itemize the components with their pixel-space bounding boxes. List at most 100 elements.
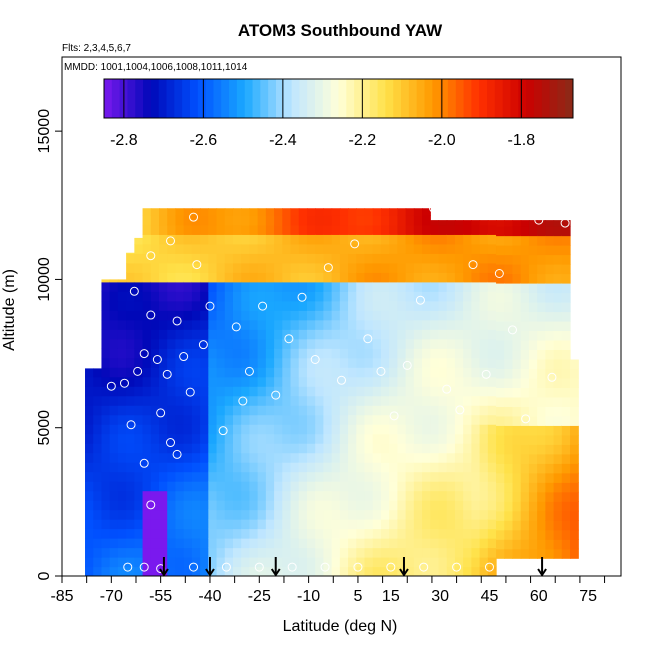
colorbar-swatch — [275, 79, 285, 118]
heatmap-cell — [446, 557, 456, 568]
observation-point — [192, 260, 202, 270]
heatmap-cell — [282, 386, 292, 397]
colorbar-swatch — [252, 79, 261, 118]
heatmap-cell — [323, 243, 333, 254]
heatmap-cell — [339, 462, 349, 473]
heatmap-cell — [315, 433, 325, 444]
heatmap-cell — [85, 528, 94, 539]
heatmap-cell — [422, 300, 431, 311]
heatmap-cell — [175, 500, 185, 511]
heatmap-cell — [126, 433, 135, 444]
heatmap-cell — [208, 538, 218, 549]
heatmap-cell — [323, 386, 333, 397]
heatmap-cell — [454, 414, 464, 425]
heatmap-cell — [117, 528, 127, 539]
heatmap-cell — [528, 396, 538, 407]
heatmap-cell — [134, 386, 144, 397]
heatmap-cell — [430, 281, 440, 292]
heatmap-cell — [265, 215, 275, 226]
heatmap-cell — [479, 490, 489, 501]
heatmap-cell — [109, 281, 119, 292]
heatmap-cell — [282, 433, 292, 444]
heatmap-cell — [380, 291, 390, 302]
heatmap-cell — [405, 509, 415, 520]
heatmap-cell — [405, 528, 415, 539]
heatmap-cell — [364, 272, 374, 283]
heatmap-cell — [306, 367, 316, 378]
heatmap-cell — [200, 253, 209, 264]
heatmap-cell — [537, 245, 546, 256]
heatmap-cell — [298, 319, 308, 330]
heatmap-cell — [405, 443, 415, 454]
colorbar-swatch — [158, 79, 168, 118]
heatmap-cell — [422, 329, 431, 340]
heatmap-cell — [413, 215, 423, 226]
heatmap-cell — [175, 405, 185, 416]
heatmap-cell — [372, 300, 382, 311]
heatmap-cell — [224, 348, 234, 359]
heatmap-cell — [463, 471, 472, 482]
observation-point — [166, 438, 176, 448]
heatmap-cell — [257, 262, 267, 273]
heatmap-cell — [512, 264, 522, 275]
heatmap-cell — [183, 557, 193, 568]
heatmap-cell — [224, 462, 234, 473]
heatmap-cell — [463, 395, 472, 406]
heatmap-cell — [183, 500, 193, 511]
heatmap-cell — [323, 300, 333, 311]
heatmap-cell — [422, 547, 431, 558]
observation-point — [172, 316, 182, 326]
heatmap-cell — [430, 452, 440, 463]
heatmap-cell — [159, 414, 168, 425]
heatmap-cell — [232, 538, 242, 549]
heatmap-cell — [323, 348, 333, 359]
heatmap-cell — [249, 224, 259, 235]
heatmap-cell — [512, 245, 522, 256]
heatmap-cell — [167, 291, 177, 302]
heatmap-cell — [520, 548, 530, 559]
heatmap-cell — [159, 272, 168, 283]
heatmap-cell — [315, 471, 325, 482]
heatmap-cell — [134, 443, 144, 454]
heatmap-cell — [380, 519, 390, 530]
heatmap-cell — [265, 291, 275, 302]
heatmap-cell — [364, 433, 374, 444]
heatmap-cell — [471, 319, 481, 330]
heatmap-cell — [249, 262, 259, 273]
heatmap-cell — [216, 215, 226, 226]
heatmap-cell — [241, 348, 251, 359]
heatmap-cell — [389, 243, 398, 254]
heatmap-cell — [167, 538, 177, 549]
heatmap-cell — [471, 395, 481, 406]
heatmap-cell — [446, 357, 456, 368]
observation-point — [172, 449, 182, 459]
heatmap-cell — [413, 262, 423, 273]
heatmap-cell — [553, 320, 563, 332]
heatmap-cell — [224, 538, 234, 549]
heatmap-cell — [504, 292, 514, 303]
heatmap-cell — [216, 443, 226, 454]
heatmap-cell — [85, 368, 94, 378]
heatmap-cell — [520, 226, 530, 237]
heatmap-cell — [216, 348, 226, 359]
heatmap-cell — [405, 490, 415, 501]
heatmap-cell — [389, 300, 398, 311]
heatmap-cell — [364, 452, 374, 463]
heatmap-cell — [282, 338, 292, 349]
heatmap-cell — [422, 319, 431, 330]
heatmap-cell — [356, 443, 366, 454]
heatmap-cell — [208, 319, 218, 330]
heatmap-cell — [232, 386, 242, 397]
heatmap-cell — [496, 377, 505, 388]
heatmap-cell — [454, 557, 464, 568]
heatmap-cell — [430, 414, 440, 425]
heatmap-cell — [364, 215, 374, 226]
heatmap-cell — [191, 547, 201, 558]
heatmap-cell — [364, 243, 374, 254]
heatmap-cell — [208, 357, 218, 368]
heatmap-cell — [348, 538, 357, 549]
heatmap-cell — [570, 472, 579, 483]
heatmap-cell — [380, 357, 390, 368]
heatmap-cell — [306, 386, 316, 397]
heatmap-cell — [364, 462, 374, 473]
